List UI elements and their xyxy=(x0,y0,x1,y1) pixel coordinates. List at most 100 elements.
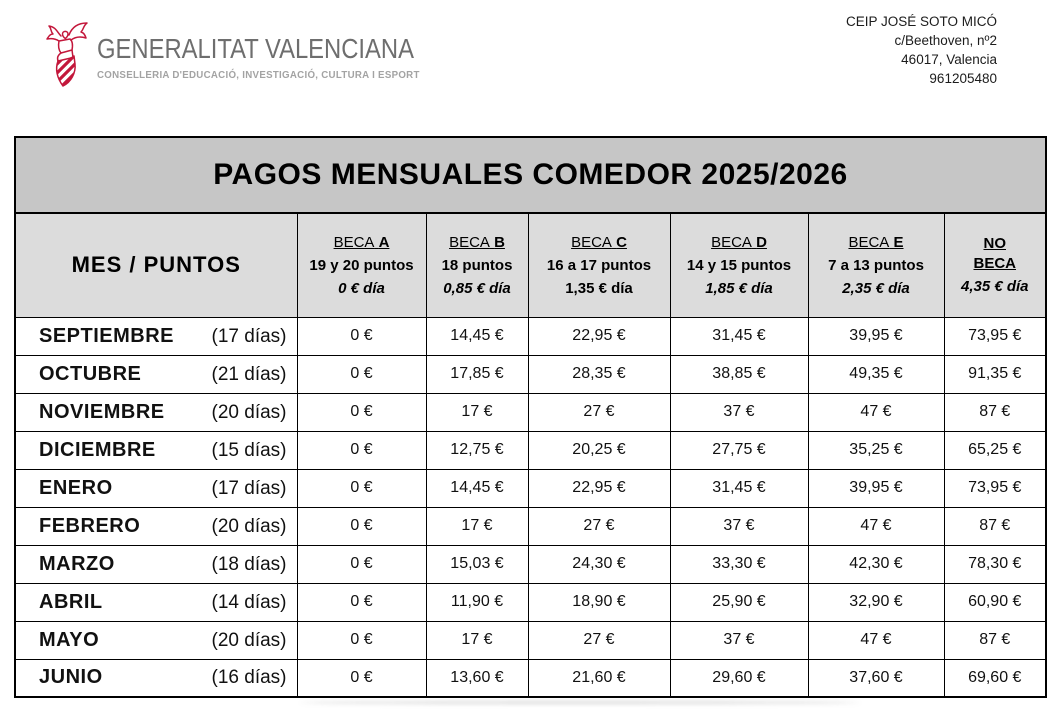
table-row: SEPTIEMBRE (17 días) 0 € 14,45 € 22,95 €… xyxy=(14,316,1047,356)
month-name: JUNIO xyxy=(39,666,103,689)
payment-value: 49,35 € xyxy=(849,365,903,382)
payment-value-cell: 0 € xyxy=(296,316,427,356)
payment-value: 13,60 € xyxy=(450,668,504,686)
payment-value: 15,03 € xyxy=(450,555,504,572)
payment-value: 0 € xyxy=(350,593,373,610)
payment-value: 0 € xyxy=(350,479,373,496)
table-body: SEPTIEMBRE (17 días) 0 € 14,45 € 22,95 €… xyxy=(14,316,1047,698)
payment-value-cell: 33,30 € xyxy=(669,544,809,584)
payment-value-cell: 60,90 € xyxy=(943,582,1047,622)
payment-value-cell: 31,45 € xyxy=(669,316,809,356)
payment-value-cell: 47 € xyxy=(807,620,945,660)
conselleria-subtitle: CONSELLERIA D'EDUCACIÓ, INVESTIGACIÓ, CU… xyxy=(97,70,420,81)
beca-label: BECA xyxy=(333,233,375,251)
payment-value: 78,30 € xyxy=(968,555,1022,572)
beca-price-per-day: 0,85 € día xyxy=(443,279,511,297)
payment-value-cell: 87 € xyxy=(943,392,1047,432)
beca-label: BECA xyxy=(848,233,890,251)
payment-value: 60,90 € xyxy=(968,593,1022,610)
month-name: MAYO xyxy=(39,628,100,651)
school-street: c/Beethoven, nº2 xyxy=(894,33,997,48)
month-days-count: (16 días) xyxy=(211,667,287,689)
payment-value-cell: 0 € xyxy=(296,544,427,584)
month-cell: ENERO (17 días) xyxy=(14,468,298,508)
beca-points: 19 y 20 puntos xyxy=(309,256,414,274)
month-name: FEBRERO xyxy=(39,514,141,537)
payment-value-cell: 28,35 € xyxy=(527,354,671,394)
payment-value: 87 € xyxy=(979,517,1011,534)
payment-value: 65,25 € xyxy=(968,441,1022,458)
payment-value: 14,45 € xyxy=(450,327,504,344)
payment-value-cell: 32,90 € xyxy=(807,582,945,622)
month-days-count: (17 días) xyxy=(211,325,287,347)
generalitat-title: GENERALITAT VALENCIANA xyxy=(97,33,414,64)
payment-value: 27 € xyxy=(583,631,615,648)
payment-value: 47 € xyxy=(860,517,892,534)
month-name: MARZO xyxy=(39,552,115,575)
payment-value-cell: 27 € xyxy=(527,392,671,432)
scan-artifact xyxy=(300,701,860,704)
payment-value-cell: 78,30 € xyxy=(943,544,1047,584)
payment-value: 37 € xyxy=(723,517,755,534)
month-days-count: (20 días) xyxy=(211,629,287,651)
payment-value-cell: 31,45 € xyxy=(669,468,809,508)
school-name: CEIP JOSÉ SOTO MICÓ xyxy=(845,14,997,29)
payment-value-cell: 0 € xyxy=(296,430,427,470)
payment-value-cell: 37 € xyxy=(669,506,809,546)
month-cell: SEPTIEMBRE (17 días) xyxy=(14,316,298,356)
payment-value-cell: 69,60 € xyxy=(943,658,1047,698)
payment-value-cell: 17,85 € xyxy=(425,354,529,394)
table-row: OCTUBRE (21 días) 0 € 17,85 € 28,35 € 38… xyxy=(14,354,1047,394)
payment-value: 35,25 € xyxy=(849,441,903,458)
payment-value-cell: 13,60 € xyxy=(425,658,529,698)
payment-value: 31,45 € xyxy=(712,479,766,496)
payment-value-cell: 0 € xyxy=(296,468,427,508)
payment-value: 87 € xyxy=(979,631,1011,648)
payment-value: 39,95 € xyxy=(849,327,903,344)
payment-value: 14,45 € xyxy=(450,479,504,496)
payment-value-cell: 22,95 € xyxy=(527,468,671,508)
payment-value-cell: 37 € xyxy=(669,620,809,660)
payment-value-cell: 20,25 € xyxy=(527,430,671,470)
payment-value-cell: 11,90 € xyxy=(425,582,529,622)
payment-value: 0 € xyxy=(350,631,373,648)
no-beca-label-line1: NO xyxy=(983,234,1007,252)
payment-value: 73,95 € xyxy=(968,327,1022,344)
payment-value-cell: 38,85 € xyxy=(669,354,809,394)
payment-value-cell: 37,60 € xyxy=(807,658,945,698)
month-days-count: (20 días) xyxy=(211,401,287,423)
school-city: 46017, Valencia xyxy=(901,52,997,67)
column-header-beca-c: BECA C 16 a 17 puntos 1,35 € día xyxy=(527,212,671,318)
payment-value: 21,60 € xyxy=(572,668,626,686)
beca-letter: D xyxy=(756,233,767,251)
payment-value: 17 € xyxy=(461,631,493,648)
beca-letter: E xyxy=(893,233,904,251)
payment-value: 87 € xyxy=(979,403,1011,420)
payment-value: 47 € xyxy=(860,631,892,648)
payment-value: 73,95 € xyxy=(968,479,1022,496)
payment-value-cell: 17 € xyxy=(425,506,529,546)
column-header-beca-d: BECA D 14 y 15 puntos 1,85 € día xyxy=(669,212,809,318)
table-row: ABRIL (14 días) 0 € 11,90 € 18,90 € 25,9… xyxy=(14,582,1047,622)
month-cell: NOVIEMBRE (20 días) xyxy=(14,392,298,432)
beca-points: 16 a 17 puntos xyxy=(546,256,652,274)
school-address: CEIP JOSÉ SOTO MICÓ c/Beethoven, nº2 460… xyxy=(846,12,997,88)
month-cell: MAYO (20 días) xyxy=(14,620,298,660)
month-days-count: (17 días) xyxy=(211,477,287,499)
payment-value: 42,30 € xyxy=(849,555,903,572)
payment-value-cell: 27,75 € xyxy=(669,430,809,470)
payment-value-cell: 73,95 € xyxy=(943,316,1047,356)
table-row: FEBRERO (20 días) 0 € 17 € 27 € 37 € 47 … xyxy=(14,506,1047,546)
table-row: MARZO (18 días) 0 € 15,03 € 24,30 € 33,3… xyxy=(14,544,1047,584)
table-row: ENERO (17 días) 0 € 14,45 € 22,95 € 31,4… xyxy=(14,468,1047,508)
payment-value-cell: 24,30 € xyxy=(527,544,671,584)
beca-letter: B xyxy=(494,233,505,251)
payment-value: 69,60 € xyxy=(968,668,1022,686)
payment-value: 0 € xyxy=(350,365,373,382)
payment-value-cell: 27 € xyxy=(527,506,671,546)
generalitat-logo: GENERALITAT VALENCIANA CONSELLERIA D'EDU… xyxy=(44,20,470,100)
payment-value: 11,90 € xyxy=(450,593,504,610)
payment-value-cell: 47 € xyxy=(807,392,945,432)
payment-value: 20,25 € xyxy=(572,441,626,458)
table-row: DICIEMBRE (15 días) 0 € 12,75 € 20,25 € … xyxy=(14,430,1047,470)
